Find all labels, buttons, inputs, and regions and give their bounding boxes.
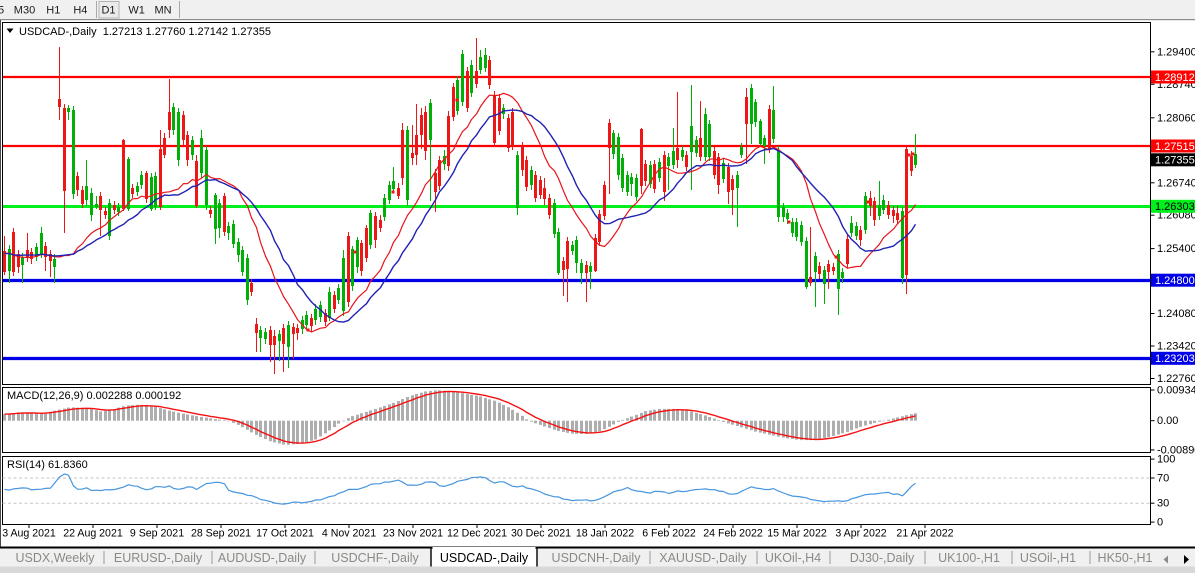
svg-text:1.26740: 1.26740 (1157, 177, 1195, 189)
svg-text:MACD(12,26,9) 0.002288 0.00019: MACD(12,26,9) 0.002288 0.000192 (7, 390, 181, 402)
svg-text:D1: D1 (101, 5, 115, 17)
svg-text:HK50-,H1: HK50-,H1 (1098, 551, 1153, 565)
svg-text:70: 70 (1157, 473, 1169, 485)
svg-text:1.26303: 1.26303 (1155, 201, 1195, 213)
svg-text:H1: H1 (46, 5, 60, 17)
svg-text:4 Nov 2021: 4 Nov 2021 (322, 528, 376, 540)
svg-text:-0.008902: -0.008902 (1157, 444, 1195, 456)
svg-text:USOil-,H1: USOil-,H1 (1020, 551, 1076, 565)
svg-text:UKOil-,H4: UKOil-,H4 (765, 551, 821, 565)
svg-text:RSI(14) 61.8360: RSI(14) 61.8360 (7, 459, 88, 471)
svg-text:30 Dec 2021: 30 Dec 2021 (511, 528, 571, 540)
svg-text:USDCNH-,Daily: USDCNH-,Daily (552, 551, 642, 565)
svg-text:USDCHF-,Daily: USDCHF-,Daily (331, 551, 419, 565)
svg-text:1.27355: 1.27355 (1155, 155, 1195, 167)
svg-text:17 Oct 2021: 17 Oct 2021 (256, 528, 314, 540)
svg-text:DJ30-,Daily: DJ30-,Daily (850, 551, 915, 565)
svg-text:1.22760: 1.22760 (1157, 373, 1195, 385)
svg-text:1.29400: 1.29400 (1157, 46, 1195, 58)
svg-text:H4: H4 (73, 5, 87, 17)
svg-text:USDCAD-,Daily 1.27213 1.27760: USDCAD-,Daily 1.27213 1.27760 1.27142 1.… (19, 26, 271, 38)
svg-text:30: 30 (1157, 498, 1169, 510)
svg-text:EURUSD-,Daily: EURUSD-,Daily (114, 551, 203, 565)
svg-text:1.28060: 1.28060 (1157, 112, 1195, 124)
svg-text:1.24080: 1.24080 (1157, 308, 1195, 320)
svg-text:XAUUSD-,Daily: XAUUSD-,Daily (659, 551, 747, 565)
svg-text:M30: M30 (14, 5, 35, 17)
svg-text:W1: W1 (128, 5, 145, 17)
svg-text:15 Mar 2022: 15 Mar 2022 (767, 528, 827, 540)
svg-text:9 Sep 2021: 9 Sep 2021 (130, 528, 184, 540)
svg-text:MN: MN (154, 5, 171, 17)
svg-text:1.24800: 1.24800 (1155, 275, 1195, 287)
svg-text:UK100-,H1: UK100-,H1 (938, 551, 1000, 565)
svg-text:5: 5 (0, 5, 4, 17)
svg-text:1.28912: 1.28912 (1155, 72, 1195, 84)
svg-text:23 Nov 2021: 23 Nov 2021 (383, 528, 443, 540)
svg-text:0: 0 (1157, 517, 1163, 529)
svg-text:21 Apr 2022: 21 Apr 2022 (896, 528, 953, 540)
svg-text:0.009345: 0.009345 (1157, 385, 1195, 397)
svg-text:12 Dec 2021: 12 Dec 2021 (447, 528, 507, 540)
svg-text:18 Jan 2022: 18 Jan 2022 (576, 528, 634, 540)
svg-text:USDCAD-,Daily: USDCAD-,Daily (440, 551, 529, 565)
svg-text:6 Feb 2022: 6 Feb 2022 (642, 528, 696, 540)
svg-text:28 Sep 2021: 28 Sep 2021 (191, 528, 251, 540)
svg-text:AUDUSD-,Daily: AUDUSD-,Daily (218, 551, 307, 565)
svg-text:24 Feb 2022: 24 Feb 2022 (703, 528, 763, 540)
svg-text:3 Aug 2021: 3 Aug 2021 (2, 528, 56, 540)
svg-text:22 Aug 2021: 22 Aug 2021 (63, 528, 123, 540)
svg-text:1.23203: 1.23203 (1155, 353, 1195, 365)
svg-text:1.27515: 1.27515 (1155, 141, 1195, 153)
svg-text:0.00: 0.00 (1157, 415, 1178, 427)
svg-text:100: 100 (1157, 454, 1175, 466)
svg-text:USDX,Weekly: USDX,Weekly (16, 551, 96, 565)
svg-text:1.25400: 1.25400 (1157, 243, 1195, 255)
svg-text:3 Apr 2022: 3 Apr 2022 (835, 528, 886, 540)
svg-text:1.23420: 1.23420 (1157, 341, 1195, 353)
